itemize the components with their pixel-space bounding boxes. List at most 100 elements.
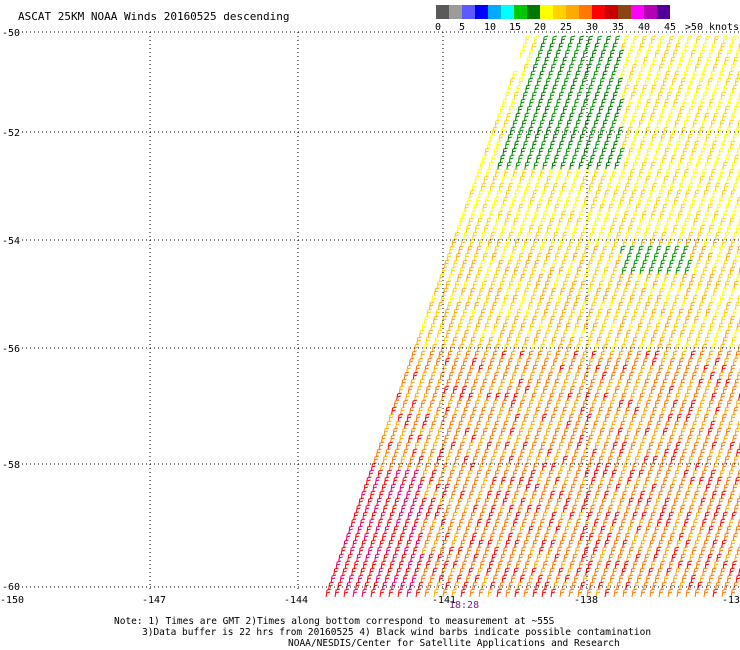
- wind-barb: [642, 483, 648, 493]
- wind-barb: [466, 546, 473, 556]
- wind-barb: [496, 112, 503, 122]
- wind-barb: [702, 140, 709, 150]
- wind-barb: [701, 119, 708, 129]
- wind-barb: [461, 336, 467, 346]
- wind-barb: [607, 231, 613, 241]
- wind-barb: [712, 287, 719, 297]
- wind-barb: [734, 252, 740, 262]
- wind-barb: [490, 406, 496, 416]
- wind-barb: [689, 77, 696, 87]
- wind-barb: [381, 483, 387, 493]
- wind-barb: [513, 490, 520, 500]
- wind-barb: [664, 147, 670, 157]
- wind-barb: [442, 462, 449, 472]
- wind-barb: [460, 413, 467, 423]
- wind-barb: [508, 406, 514, 416]
- wind-barb: [680, 126, 687, 136]
- wind-barb: [483, 273, 490, 283]
- wind-barb: [724, 105, 731, 115]
- wind-barb: [693, 392, 699, 402]
- wind-barb: [684, 490, 691, 500]
- wind-barb: [592, 147, 598, 157]
- wind-barb: [574, 322, 580, 332]
- wind-barb: [503, 294, 510, 304]
- wind-barb: [697, 329, 704, 339]
- wind-barb: [384, 525, 390, 535]
- wind-barb: [479, 259, 486, 269]
- wind-barb: [715, 280, 722, 290]
- wind-barb: [713, 336, 719, 346]
- wind-barb: [583, 196, 590, 206]
- wind-barb: [607, 56, 613, 66]
- wind-barb: [602, 294, 609, 304]
- wind-barb: [694, 63, 701, 73]
- wind-barb: [731, 259, 738, 269]
- wind-barb: [469, 287, 476, 297]
- wind-barb: [476, 343, 483, 353]
- wind-barb: [614, 35, 621, 45]
- wind-barb: [426, 483, 432, 493]
- wind-barb: [442, 287, 449, 297]
- wind-barb: [553, 105, 560, 115]
- wind-barb: [454, 406, 460, 416]
- wind-barb: [644, 553, 650, 563]
- wind-barb: [512, 70, 518, 80]
- wind-barb: [632, 84, 639, 94]
- wind-barb: [367, 546, 374, 556]
- wind-barb: [611, 119, 618, 129]
- wind-barb: [720, 266, 727, 276]
- wind-barb: [505, 238, 512, 248]
- wind-barb: [481, 406, 487, 416]
- wind-barb: [726, 98, 733, 108]
- wind-barb: [696, 133, 702, 143]
- wind-barb: [439, 322, 445, 332]
- wind-barb: [616, 581, 622, 591]
- wind-barb: [718, 371, 725, 381]
- wind-barb: [603, 42, 609, 52]
- wind-barb: [343, 588, 350, 598]
- wind-barb: [472, 231, 478, 241]
- wind-barb: [676, 238, 683, 248]
- wind-barb: [472, 280, 479, 290]
- wind-barb: [555, 448, 562, 458]
- wind-barb: [715, 406, 721, 416]
- wind-barb: [661, 455, 668, 465]
- wind-barb: [546, 525, 552, 535]
- wind-barb: [606, 357, 613, 367]
- wind-barb: [625, 105, 632, 115]
- wind-barb: [609, 448, 616, 458]
- wind-barb: [491, 378, 497, 388]
- wind-barb: [638, 294, 645, 304]
- wind-barb: [356, 553, 362, 563]
- wind-barb: [578, 259, 585, 269]
- wind-barb: [510, 350, 516, 360]
- wind-barb: [624, 182, 631, 192]
- wind-barb: [514, 189, 520, 199]
- wind-barb: [653, 427, 660, 437]
- note-line: 3)Data buffer is 22 hrs from 20160525 4)…: [142, 627, 652, 638]
- wind-barb: [422, 518, 429, 528]
- wind-barb: [648, 266, 655, 276]
- wind-barb: [558, 392, 564, 402]
- wind-barb: [633, 308, 639, 318]
- wind-barb: [683, 294, 690, 304]
- wind-barb: [541, 413, 548, 423]
- wind-barb: [663, 49, 670, 59]
- wind-barb: [476, 518, 483, 528]
- swath-time-label: 18:28: [449, 600, 479, 611]
- wind-barb: [582, 273, 589, 283]
- wind-barb: [564, 448, 571, 458]
- wind-barb: [569, 161, 575, 171]
- wind-barb: [580, 329, 587, 339]
- wind-barb: [487, 238, 494, 248]
- wind-barb: [437, 553, 443, 563]
- wind-barb: [721, 63, 728, 73]
- wind-barb: [544, 504, 551, 514]
- wind-barb: [639, 140, 646, 150]
- wind-barb: [686, 259, 693, 269]
- wind-barb: [687, 357, 694, 367]
- colorbar-swatch: [605, 5, 618, 19]
- wind-barb: [651, 532, 658, 542]
- wind-barb: [407, 385, 414, 395]
- wind-barb: [448, 546, 455, 556]
